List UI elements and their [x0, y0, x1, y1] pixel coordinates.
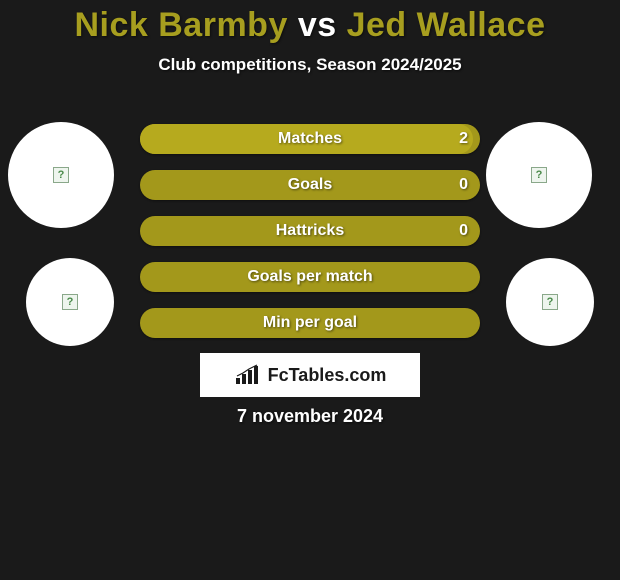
- stat-bar-label: Hattricks: [140, 216, 480, 246]
- stat-bar: Hattricks0: [140, 216, 480, 246]
- stat-bar-value: 2: [459, 124, 468, 154]
- stat-bar: Min per goal: [140, 308, 480, 338]
- broken-image-icon: [531, 167, 547, 183]
- broken-image-icon: [62, 294, 78, 310]
- broken-image-icon: [542, 294, 558, 310]
- stat-bar: Goals0: [140, 170, 480, 200]
- stat-bars: Matches2Goals0Hattricks0Goals per matchM…: [140, 124, 480, 354]
- stat-bar-label: Goals: [140, 170, 480, 200]
- stat-bar: Goals per match: [140, 262, 480, 292]
- stat-bar: Matches2: [140, 124, 480, 154]
- avatar-bot-left: [26, 258, 114, 346]
- stat-bar-label: Min per goal: [140, 308, 480, 338]
- stat-bar-label: Goals per match: [140, 262, 480, 292]
- player2-name: Jed Wallace: [347, 6, 546, 44]
- subtitle: Club competitions, Season 2024/2025: [0, 55, 620, 75]
- player1-name: Nick Barmby: [74, 6, 287, 44]
- comparison-title: Nick Barmby vs Jed Wallace: [0, 0, 620, 45]
- stat-bar-value: 0: [459, 170, 468, 200]
- avatar-top-right: [486, 122, 592, 228]
- stat-bar-label: Matches: [140, 124, 480, 154]
- stat-bar-value: 0: [459, 216, 468, 246]
- snapshot-date: 7 november 2024: [0, 406, 620, 427]
- avatar-top-left: [8, 122, 114, 228]
- broken-image-icon: [53, 167, 69, 183]
- avatar-bot-right: [506, 258, 594, 346]
- vs-separator: vs: [298, 6, 337, 44]
- bar-chart-icon: [234, 364, 262, 386]
- fctables-logo: FcTables.com: [200, 353, 420, 397]
- logo-text: FcTables.com: [268, 365, 387, 386]
